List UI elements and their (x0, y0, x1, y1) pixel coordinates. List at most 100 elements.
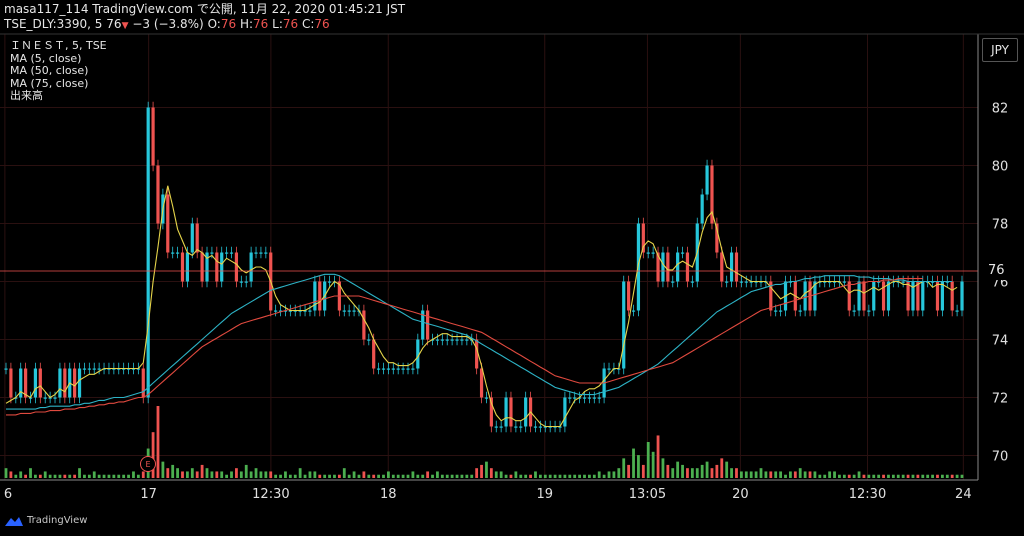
volume-bar (632, 448, 635, 478)
volume-bar (239, 471, 243, 478)
candle-body (720, 252, 724, 282)
candle-body (509, 397, 513, 427)
candle-body (872, 281, 876, 311)
legend-volume[interactable]: 出来高 (10, 89, 43, 102)
candle-body (391, 368, 395, 370)
x-tick-label: 13:05 (629, 487, 666, 502)
symbol-summary: TSE_DLY:3390, 5 76▼ −3 (−3.8%) O:76 H:76… (4, 17, 405, 34)
candle-body (229, 252, 234, 254)
candle-body (381, 368, 386, 370)
volume-bar (847, 474, 851, 478)
volume-bar (382, 474, 385, 478)
volume-bar (411, 471, 415, 478)
candle-body (842, 281, 846, 283)
legend-ma50[interactable]: MA (50, close) (10, 64, 89, 77)
tradingview-logo-icon (5, 516, 23, 526)
volume-bar (465, 474, 469, 478)
open-value: 76 (220, 17, 237, 31)
volume-bar (122, 474, 126, 478)
candle-body (372, 339, 376, 369)
candle-body (367, 339, 371, 341)
volume-bar (833, 471, 836, 478)
candle-body (288, 310, 292, 312)
x-tick-label: 12:30 (849, 487, 886, 502)
volume-bar (514, 471, 518, 478)
legend-ma75[interactable]: MA (75, close) (10, 76, 89, 90)
y-tick-label: 74 (992, 334, 1009, 349)
volume-bar (646, 442, 650, 478)
volume-bar (284, 471, 287, 478)
candle-body (631, 310, 636, 312)
candle-body (945, 281, 949, 283)
volume-bar (352, 471, 356, 478)
volume-bar (308, 471, 312, 478)
volume-bar (333, 474, 336, 478)
candle-body (33, 368, 38, 398)
volume-bar (769, 471, 773, 478)
change-value: −3 (−3.8%) (132, 17, 204, 31)
volume-bar (896, 474, 900, 478)
candle-body (519, 426, 523, 428)
volume-bar (406, 474, 410, 478)
volume-bar (171, 464, 175, 478)
candle-body (715, 223, 719, 253)
candle-body (151, 107, 155, 166)
volume-bar (274, 474, 278, 478)
tradingview-branding[interactable]: TradingView (5, 515, 87, 526)
y-tick-label: 80 (992, 160, 1009, 175)
volume-bar (543, 474, 547, 478)
volume-bar (509, 474, 513, 478)
volume-bar (739, 471, 743, 478)
earnings-marker[interactable]: E (140, 456, 156, 472)
candle-body (499, 426, 503, 428)
volume-bar (136, 474, 140, 478)
volume-bar (440, 474, 444, 478)
legend-symbol[interactable]: ＩＮＥＳＴ, 5, TSE (10, 39, 107, 52)
candle-body (573, 397, 577, 399)
volume-bar (916, 474, 920, 478)
volume-bar (563, 474, 567, 478)
candle-body (857, 281, 861, 311)
candle-body (749, 281, 753, 283)
candle-body (710, 165, 714, 224)
candle-body (729, 252, 734, 282)
volume-bar (460, 474, 464, 478)
publish-info: masa117_114 TradingView.com で公開, 11月 22,… (4, 2, 406, 16)
candle-body (867, 310, 871, 312)
candle-body (862, 281, 866, 311)
candle-body (396, 368, 400, 370)
candle-body (421, 310, 425, 340)
currency-button[interactable]: JPY (982, 38, 1018, 62)
volume-bar (436, 471, 439, 478)
candle-body (215, 252, 219, 282)
volume-bar (347, 474, 351, 478)
volume-bar (156, 406, 160, 478)
volume-bar (921, 474, 925, 478)
candle-body (234, 252, 239, 282)
volume-bar (63, 474, 67, 478)
volume-bar (445, 474, 449, 478)
candle-body (376, 368, 381, 370)
candle-body (239, 281, 243, 283)
candle-body (690, 281, 694, 283)
volume-bar (764, 471, 768, 478)
volume-bar (676, 461, 680, 478)
volume-bar (362, 471, 366, 478)
volume-bar (666, 464, 670, 478)
volume-bar (735, 468, 738, 478)
volume-bar (882, 474, 885, 478)
volume-bar (906, 474, 910, 478)
legend-ma5[interactable]: MA (5, close) (10, 51, 82, 65)
candle-body (460, 339, 464, 341)
candle-body (406, 368, 410, 370)
volume-bar (235, 468, 238, 478)
candle-body (533, 426, 538, 428)
volume-bar (872, 474, 876, 478)
volume-bar (176, 468, 179, 478)
y-tick-label: 70 (992, 450, 1009, 465)
volume-bar (960, 474, 964, 478)
volume-bar (622, 458, 626, 478)
volume-bar (19, 471, 23, 478)
volume-bar (862, 474, 866, 478)
